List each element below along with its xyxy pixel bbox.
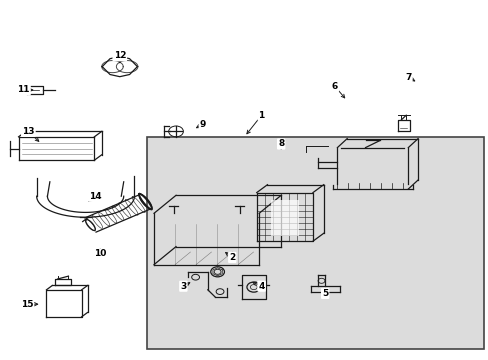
Text: 13: 13	[22, 127, 35, 136]
Text: 14: 14	[89, 192, 102, 201]
Text: 10: 10	[94, 249, 106, 258]
Text: 15: 15	[20, 300, 33, 309]
Text: 1: 1	[258, 111, 264, 120]
Text: 6: 6	[331, 82, 337, 91]
Text: 12: 12	[113, 51, 126, 60]
Text: 4: 4	[258, 282, 264, 291]
Bar	[146, 137, 483, 349]
Text: 11: 11	[17, 85, 30, 94]
Text: 9: 9	[199, 120, 206, 129]
Text: 3: 3	[180, 282, 186, 291]
Text: 2: 2	[229, 253, 235, 262]
Text: 7: 7	[404, 73, 411, 82]
Text: 5: 5	[322, 289, 327, 298]
Bar	[270, 200, 298, 236]
Text: 8: 8	[278, 139, 284, 148]
